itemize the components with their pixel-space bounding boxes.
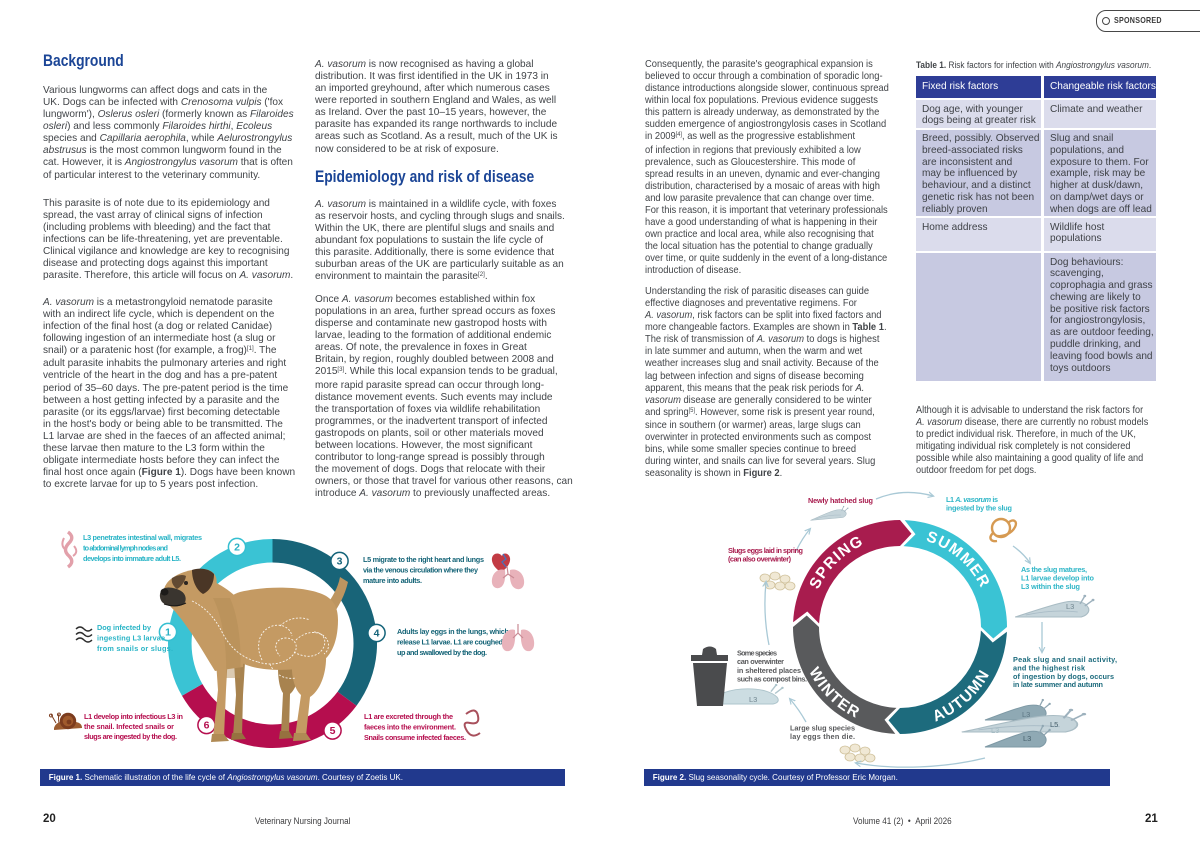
svg-text:L3: L3 xyxy=(1066,602,1074,611)
svg-text:via the venous circulation whe: via the venous circulation where they xyxy=(363,566,479,575)
svg-text:L1 A. vasorum is: L1 A. vasorum is xyxy=(946,495,998,504)
svg-text:4: 4 xyxy=(374,628,380,640)
svg-text:L5 migrate to the right heart: L5 migrate to the right heart and lungs xyxy=(363,555,484,564)
svg-text:2: 2 xyxy=(234,542,240,554)
svg-text:L1 develop into infectious L3: L1 develop into infectious L3 in xyxy=(84,712,183,721)
svg-text:such as compost bins.: such as compost bins. xyxy=(737,675,807,684)
svg-text:L3 penetrates intestinal wall,: L3 penetrates intestinal wall, migrates xyxy=(83,533,202,542)
svg-text:L3: L3 xyxy=(1023,734,1031,743)
svg-text:mature into adults.: mature into adults. xyxy=(363,576,422,585)
svg-text:ingested by the slug: ingested by the slug xyxy=(946,503,1012,512)
svg-text:in sheltered places: in sheltered places xyxy=(737,666,801,675)
svg-text:slugs are ingested by the dog.: slugs are ingested by the dog. xyxy=(84,732,177,741)
svg-text:5: 5 xyxy=(330,725,336,737)
svg-text:Adults lay eggs in the lungs,: Adults lay eggs in the lungs, which xyxy=(397,627,509,636)
svg-text:Some species: Some species xyxy=(737,649,777,658)
svg-text:the snail. Infected snails or: the snail. Infected snails or xyxy=(84,722,174,731)
svg-text:of ingestion by dogs, occurs: of ingestion by dogs, occurs xyxy=(1013,672,1114,681)
svg-text:faeces into the environment.: faeces into the environment. xyxy=(364,723,456,732)
svg-text:Peak slug and snail activity,: Peak slug and snail activity, xyxy=(1013,655,1117,664)
svg-text:up and swallowed by the dog.: up and swallowed by the dog. xyxy=(397,648,487,657)
svg-text:Slugs eggs laid in spring: Slugs eggs laid in spring xyxy=(728,546,803,555)
svg-text:to abdominal lymph nodes and: to abdominal lymph nodes and xyxy=(83,544,168,553)
svg-text:from snails or slugs.: from snails or slugs. xyxy=(97,644,173,653)
svg-text:ingesting L3 larvae: ingesting L3 larvae xyxy=(97,634,165,643)
svg-text:3: 3 xyxy=(337,556,343,568)
svg-text:(can also overwinter): (can also overwinter) xyxy=(728,554,792,563)
svg-text:AUTUMN: AUTUMN xyxy=(930,667,993,726)
svg-text:As the slug matures,: As the slug matures, xyxy=(1021,565,1087,574)
svg-text:L3: L3 xyxy=(749,695,757,704)
svg-text:Newly hatched slug: Newly hatched slug xyxy=(808,496,873,505)
svg-text:lay eggs then die.: lay eggs then die. xyxy=(790,732,855,741)
svg-text:Large slug species: Large slug species xyxy=(790,724,855,733)
svg-text:L3: L3 xyxy=(1022,710,1030,719)
svg-text:L3 within the slug: L3 within the slug xyxy=(1021,582,1080,591)
svg-text:develops into immature adult L: develops into immature adult L5. xyxy=(83,554,181,563)
svg-text:Snails consume infected faeces: Snails consume infected faeces. xyxy=(364,733,466,742)
svg-text:can overwinter: can overwinter xyxy=(737,657,784,666)
svg-text:L1 are excreted through the: L1 are excreted through the xyxy=(364,712,453,721)
svg-text:L1 larvae develop into: L1 larvae develop into xyxy=(1021,573,1095,582)
svg-text:WINTER: WINTER xyxy=(805,665,863,722)
svg-text:and the highest risk: and the highest risk xyxy=(1013,663,1086,672)
svg-text:L3: L3 xyxy=(991,726,999,735)
svg-text:1: 1 xyxy=(165,627,171,639)
svg-text:in late summer and autumn: in late summer and autumn xyxy=(1013,680,1103,689)
svg-text:release L1 larvae. L1 are coug: release L1 larvae. L1 are coughed xyxy=(397,638,503,647)
svg-text:Dog infected by: Dog infected by xyxy=(97,623,152,632)
svg-text:6: 6 xyxy=(204,720,210,732)
svg-text:L5: L5 xyxy=(1050,720,1058,729)
